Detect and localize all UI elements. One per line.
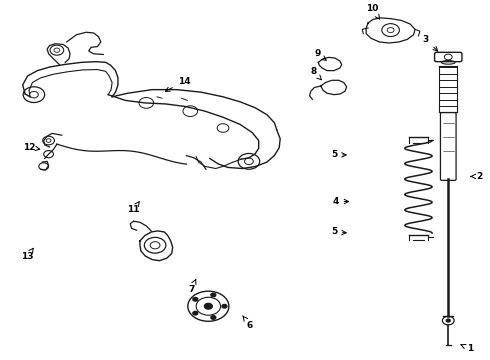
Text: 5: 5 — [331, 150, 346, 159]
Text: 13: 13 — [22, 248, 34, 261]
Circle shape — [193, 297, 198, 301]
Text: 14: 14 — [165, 77, 190, 91]
Text: 3: 3 — [423, 35, 438, 51]
Text: 9: 9 — [314, 49, 326, 60]
Circle shape — [211, 316, 216, 319]
Text: 5: 5 — [331, 228, 346, 237]
Text: 2: 2 — [471, 172, 483, 181]
Circle shape — [446, 319, 450, 322]
Text: 6: 6 — [243, 316, 253, 330]
Text: 8: 8 — [310, 67, 321, 80]
Text: 1: 1 — [461, 344, 473, 353]
Text: 10: 10 — [366, 4, 380, 19]
Text: 11: 11 — [127, 202, 140, 214]
Text: 4: 4 — [332, 197, 348, 206]
Circle shape — [222, 305, 227, 308]
Circle shape — [193, 311, 198, 315]
Circle shape — [211, 293, 216, 297]
Circle shape — [204, 303, 212, 309]
Text: 12: 12 — [23, 143, 40, 152]
Text: 7: 7 — [188, 279, 196, 294]
